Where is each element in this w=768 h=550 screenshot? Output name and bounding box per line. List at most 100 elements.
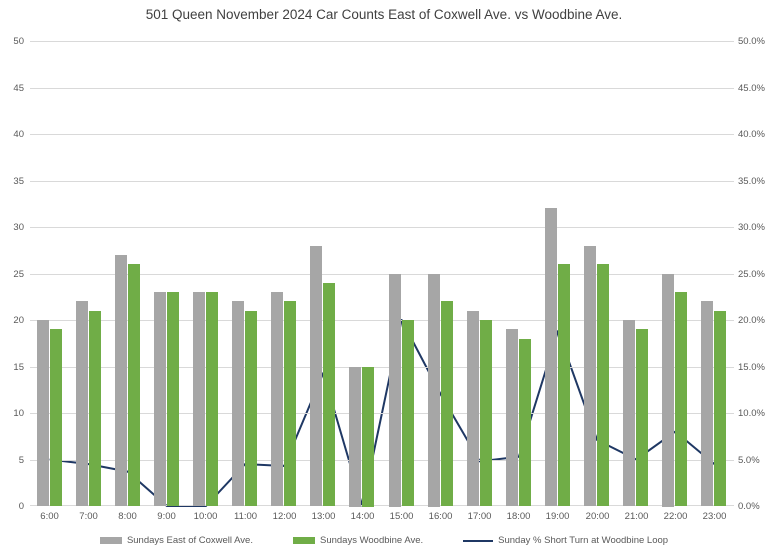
x-axis-label-8:00: 8:00 <box>118 511 137 522</box>
right-axis-tick-label: 25.0% <box>738 269 765 280</box>
woodbine-bar-11:00 <box>245 311 257 506</box>
left-axis-tick-label: 30 <box>13 222 24 233</box>
east-of-coxwell-bar-20:00 <box>584 246 596 506</box>
left-axis-tick-label: 45 <box>13 83 24 94</box>
left-axis-tick-label: 10 <box>13 408 24 419</box>
woodbine-bar-14:00 <box>362 367 374 507</box>
legend-label: Sundays East of Coxwell Ave. <box>126 535 253 546</box>
x-axis-label-11:00: 11:00 <box>234 511 258 522</box>
x-axis-label-10:00: 10:00 <box>193 511 218 522</box>
x-axis-label-16:00: 16:00 <box>428 511 453 522</box>
right-axis-tick-label: 45.0% <box>738 83 765 94</box>
left-axis-tick-label: 20 <box>13 315 24 326</box>
x-axis-label-23:00: 23:00 <box>702 511 727 522</box>
legend-item-east-of-coxwell: Sundays East of Coxwell Ave. <box>99 535 253 546</box>
gridline <box>30 227 734 228</box>
east-of-coxwell-bar-23:00 <box>701 301 713 506</box>
right-axis-tick-label: 0.0% <box>738 501 760 512</box>
east-of-coxwell-bar-10:00 <box>193 292 205 506</box>
navy-line-swatch-icon <box>463 539 494 542</box>
x-axis-label-19:00: 19:00 <box>545 511 570 522</box>
woodbine-bar-6:00 <box>50 329 62 506</box>
left-axis-tick-label: 5 <box>18 455 24 466</box>
gridline <box>30 274 734 275</box>
legend-item-woodbine: Sundays Woodbine Ave. <box>292 535 424 546</box>
legend: Sundays East of Coxwell Ave. Sundays Woo… <box>0 535 768 546</box>
right-axis-tick-label: 50.0% <box>738 36 765 47</box>
category-axis: 6:00 7:00 8:00 9:00 10:00 11:00 12:00 13:00 14:0… <box>30 511 734 525</box>
right-axis-tick-label: 5.0% <box>738 455 760 466</box>
x-axis-label-22:00: 22:00 <box>663 511 688 522</box>
east-of-coxwell-bar-16:00 <box>428 274 440 507</box>
gridline <box>30 413 734 414</box>
green-bar-swatch-icon <box>292 537 315 544</box>
right-axis-tick-label: 40.0% <box>738 129 765 140</box>
left-axis-tick-label: 50 <box>13 36 24 47</box>
left-axis-tick-label: 35 <box>13 176 24 187</box>
left-value-axis: 0 5 10 15 20 25 30 35 40 45 50 <box>2 36 24 512</box>
gridline <box>30 320 734 321</box>
x-axis-label-14:00: 14:00 <box>350 511 375 522</box>
x-axis-label-9:00: 9:00 <box>157 511 176 522</box>
right-axis-tick-label: 20.0% <box>738 315 765 326</box>
gridline <box>30 505 734 506</box>
gridline <box>30 367 734 368</box>
woodbine-bar-16:00 <box>441 301 453 506</box>
east-of-coxwell-bar-19:00 <box>545 208 557 506</box>
legend-label: Sunday % Short Turn at Woodbine Loop <box>498 535 669 546</box>
woodbine-bar-19:00 <box>558 264 570 506</box>
left-axis-tick-label: 15 <box>13 362 24 373</box>
east-of-coxwell-bar-21:00 <box>623 320 635 506</box>
left-axis-tick-label: 0 <box>18 501 24 512</box>
east-of-coxwell-bar-22:00 <box>662 274 674 507</box>
woodbine-bar-12:00 <box>284 301 296 506</box>
east-of-coxwell-bar-14:00 <box>349 367 361 507</box>
gridline <box>30 41 734 42</box>
woodbine-bar-21:00 <box>636 329 648 506</box>
right-axis-tick-label: 30.0% <box>738 222 765 233</box>
x-axis-label-7:00: 7:00 <box>79 511 98 522</box>
left-axis-tick-label: 25 <box>13 269 24 280</box>
woodbine-bar-20:00 <box>597 264 609 506</box>
legend-item-short-turn: Sunday % Short Turn at Woodbine Loop <box>463 535 668 546</box>
east-of-coxwell-bar-18:00 <box>506 329 518 506</box>
plot-area <box>30 41 734 507</box>
x-axis-label-13:00: 13:00 <box>311 511 336 522</box>
woodbine-bar-13:00 <box>323 283 335 506</box>
x-axis-label-18:00: 18:00 <box>506 511 531 522</box>
x-axis-label-17:00: 17:00 <box>467 511 492 522</box>
east-of-coxwell-bar-9:00 <box>154 292 166 506</box>
east-of-coxwell-bar-15:00 <box>389 274 401 507</box>
woodbine-bar-9:00 <box>167 292 179 506</box>
woodbine-bar-10:00 <box>206 292 218 506</box>
chart-title: 501 Queen November 2024 Car Counts East … <box>145 7 623 22</box>
gridline <box>30 460 734 461</box>
woodbine-bar-8:00 <box>128 264 140 506</box>
x-axis-label-6:00: 6:00 <box>40 511 59 522</box>
gridline <box>30 88 734 89</box>
right-axis-tick-label: 15.0% <box>738 362 765 373</box>
gray-bar-swatch-icon <box>99 537 122 544</box>
legend-label: Sundays Woodbine Ave. <box>319 535 424 546</box>
woodbine-bar-7:00 <box>89 311 101 506</box>
right-percent-axis: 0.0% 5.0% 10.0% 15.0% 20.0% 25.0% 30.0% 35.0% 40… <box>738 36 768 512</box>
east-of-coxwell-bar-12:00 <box>271 292 283 506</box>
woodbine-bar-15:00 <box>402 320 414 506</box>
right-axis-tick-label: 10.0% <box>738 408 765 419</box>
east-of-coxwell-bar-6:00 <box>37 320 49 506</box>
x-axis-label-15:00: 15:00 <box>389 511 414 522</box>
east-of-coxwell-bar-8:00 <box>115 255 127 506</box>
gridline <box>30 181 734 182</box>
woodbine-bar-22:00 <box>675 292 687 506</box>
east-of-coxwell-bar-11:00 <box>232 301 244 506</box>
right-axis-tick-label: 35.0% <box>738 176 765 187</box>
woodbine-bar-23:00 <box>714 311 726 506</box>
x-axis-label-20:00: 20:00 <box>585 511 610 522</box>
woodbine-bar-17:00 <box>480 320 492 506</box>
gridline <box>30 134 734 135</box>
x-axis-label-21:00: 21:00 <box>624 511 649 522</box>
left-axis-tick-label: 40 <box>13 129 24 140</box>
east-of-coxwell-bar-13:00 <box>310 246 322 506</box>
east-of-coxwell-bar-17:00 <box>467 311 479 506</box>
